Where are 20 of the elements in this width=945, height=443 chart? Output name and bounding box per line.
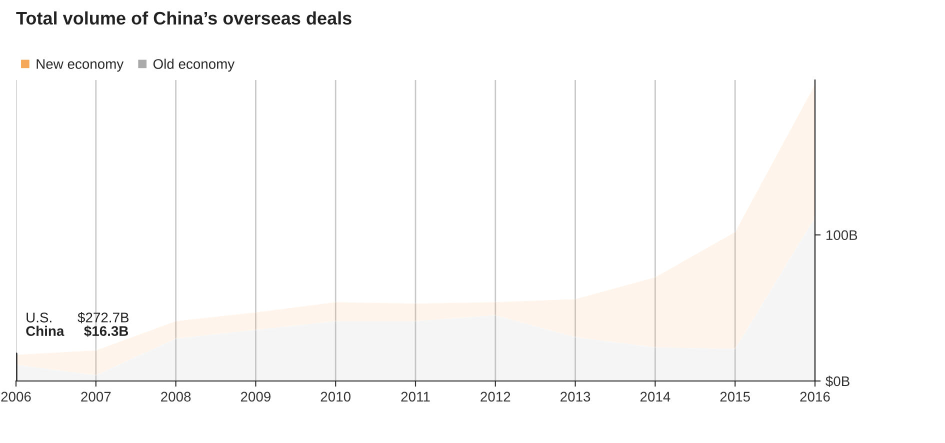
x-tick-label: 2010 xyxy=(320,392,351,402)
annotation: China xyxy=(26,326,64,336)
x-tick-label: 2013 xyxy=(560,392,590,402)
x-tick-label: 2015 xyxy=(720,392,750,402)
x-tick-label: 2012 xyxy=(480,392,510,402)
x-tick-label: 2006 xyxy=(1,392,31,402)
x-tick-label: 2014 xyxy=(640,392,670,402)
x-tick-label: 2016 xyxy=(800,392,830,402)
y-tick-label: 100B xyxy=(826,230,858,240)
y-tick-label: $0B xyxy=(826,376,850,387)
x-tick-label: 2009 xyxy=(240,392,270,402)
chart-title: Total volume of China’s overseas deals xyxy=(16,11,352,25)
x-tick-label: 2008 xyxy=(161,392,191,402)
legend-label: New economy xyxy=(36,59,124,72)
x-tick-label: 2007 xyxy=(81,392,111,402)
annotation: $16.3B xyxy=(84,326,128,337)
annotation: U.S. xyxy=(26,312,52,322)
legend-label: Old economy xyxy=(153,58,235,72)
annotation: $272.7B xyxy=(78,312,129,324)
x-tick-label: 2011 xyxy=(401,392,430,402)
